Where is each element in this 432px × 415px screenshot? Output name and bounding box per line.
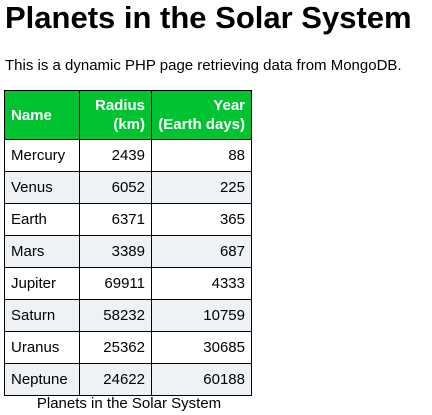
table-row: Uranus 25362 30685: [4, 331, 252, 364]
planet-name-cell: Mercury: [4, 139, 80, 172]
planet-name-cell: Venus: [4, 171, 80, 204]
table-header: Name Radius (km) Year (Earth days): [4, 90, 252, 140]
planet-year-cell: 4333: [151, 267, 252, 300]
header-row: Name Radius (km) Year (Earth days): [4, 90, 252, 140]
planet-year-cell: 60188: [151, 363, 252, 396]
planet-name-cell: Neptune: [4, 363, 80, 396]
planet-year-cell: 30685: [151, 331, 252, 364]
table-row: Jupiter 69911 4333: [4, 267, 252, 300]
column-header-radius-label: Radius: [94, 97, 145, 114]
planet-year-cell: 88: [151, 139, 252, 172]
planet-radius-cell: 58232: [79, 299, 152, 332]
planet-name-cell: Earth: [4, 203, 80, 236]
planet-name-cell: Uranus: [4, 331, 80, 364]
table-row: Neptune 24622 60188: [4, 363, 252, 396]
planet-radius-cell: 3389: [79, 235, 152, 268]
table-row: Venus 6052 225: [4, 171, 252, 204]
planet-radius-cell: 69911: [79, 267, 152, 300]
planet-radius-cell: 24622: [79, 363, 152, 396]
planet-radius-cell: 25362: [79, 331, 152, 364]
page-title: Planets in the Solar System: [5, 0, 412, 35]
planets-table: Name Radius (km) Year (Earth days) Mercury…: [4, 90, 252, 396]
table-row: Earth 6371 365: [4, 203, 252, 236]
column-header-year: Year (Earth days): [151, 90, 252, 140]
planet-radius-cell: 2439: [79, 139, 152, 172]
column-header-name: Name: [4, 90, 80, 140]
planet-radius-cell: 6052: [79, 171, 152, 204]
planet-year-cell: 10759: [151, 299, 252, 332]
column-header-radius-unit: (km): [113, 116, 145, 133]
table-row: Saturn 58232 10759: [4, 299, 252, 332]
planet-name-cell: Saturn: [4, 299, 80, 332]
planet-name-cell: Jupiter: [4, 267, 80, 300]
planet-name-cell: Mars: [4, 235, 80, 268]
planet-year-cell: 687: [151, 235, 252, 268]
planet-year-cell: 365: [151, 203, 252, 236]
table-body: Mercury 2439 88 Venus 6052 225 Earth 637…: [4, 139, 252, 396]
table-row: Mercury 2439 88: [4, 139, 252, 172]
column-header-year-label: Year: [213, 97, 245, 114]
column-header-year-unit: (Earth days): [158, 116, 245, 133]
column-header-name-label: Name: [11, 106, 52, 124]
planet-radius-cell: 6371: [79, 203, 152, 236]
planet-year-cell: 225: [151, 171, 252, 204]
table-row: Mars 3389 687: [4, 235, 252, 268]
column-header-radius: Radius (km): [79, 90, 152, 140]
table-caption: Planets in the Solar System: [36, 395, 222, 412]
intro-text: This is a dynamic PHP page retrieving da…: [5, 57, 402, 74]
